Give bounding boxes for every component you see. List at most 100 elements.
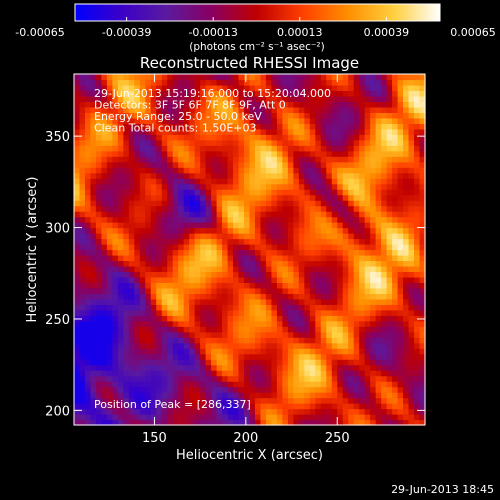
heatmap-cell <box>123 381 130 388</box>
heatmap-cell <box>249 364 256 371</box>
heatmap-cell <box>276 167 283 174</box>
heatmap-cell <box>106 419 113 426</box>
heatmap-cell <box>200 342 207 349</box>
heatmap-cell <box>156 375 163 382</box>
heatmap-cell <box>397 353 404 360</box>
heatmap-cell <box>260 216 267 223</box>
heatmap-cell <box>342 101 349 108</box>
heatmap-cell <box>287 348 294 355</box>
heatmap-cell <box>254 419 262 426</box>
heatmap-cell <box>293 178 300 185</box>
heatmap-cell <box>414 84 421 92</box>
heatmap-cell <box>112 189 119 196</box>
heatmap-cell <box>156 205 163 212</box>
heatmap-cell <box>161 254 168 262</box>
heatmap-cell <box>145 211 152 218</box>
heatmap-cell <box>178 79 185 86</box>
heatmap-cell <box>408 145 415 152</box>
heatmap-cell <box>370 403 377 410</box>
heatmap-cell <box>282 298 289 305</box>
heatmap-cell <box>156 222 163 229</box>
heatmap-cell <box>276 139 283 146</box>
heatmap-cell <box>320 304 327 311</box>
heatmap-cell <box>364 139 371 146</box>
heatmap-cell <box>90 397 97 404</box>
heatmap-cell <box>320 293 327 300</box>
heatmap-cell <box>276 419 283 426</box>
heatmap-cell <box>326 408 333 415</box>
heatmap-cell <box>348 348 355 355</box>
heatmap-cell <box>381 298 388 305</box>
heatmap-cell <box>74 254 81 262</box>
heatmap-cell <box>216 156 223 163</box>
heatmap-cell <box>403 397 410 404</box>
heatmap-cell <box>123 134 130 141</box>
heatmap-cell <box>375 271 382 278</box>
heatmap-cell <box>342 139 349 146</box>
heatmap-cell <box>112 331 119 338</box>
heatmap-cell <box>134 348 141 355</box>
heatmap-cell <box>326 419 333 426</box>
heatmap-cell <box>326 161 333 168</box>
heatmap-cell <box>244 359 251 366</box>
heatmap-cell <box>244 364 251 371</box>
heatmap-cell <box>167 233 174 240</box>
heatmap-cell <box>128 238 135 245</box>
heatmap-cell <box>260 84 267 92</box>
heatmap-cell <box>331 117 338 124</box>
heatmap-cell <box>309 359 316 366</box>
heatmap-cell <box>375 156 382 163</box>
heatmap-cell <box>419 276 426 283</box>
heatmap-cell <box>403 348 410 355</box>
heatmap-cell <box>381 392 388 399</box>
heatmap-cell <box>260 150 267 157</box>
heatmap-cell <box>381 293 388 300</box>
heatmap-cell <box>293 397 300 404</box>
heatmap-cell <box>205 287 212 294</box>
heatmap-cell <box>375 375 382 382</box>
heatmap-cell <box>79 194 86 201</box>
heatmap-cell <box>386 370 393 377</box>
heatmap-cell <box>254 205 262 212</box>
heatmap-cell <box>189 90 196 97</box>
heatmap-cell <box>254 134 262 141</box>
heatmap-cell <box>95 353 103 360</box>
heatmap-cell <box>304 90 311 97</box>
heatmap-cell <box>348 419 355 426</box>
heatmap-cell <box>342 309 349 316</box>
heatmap-cell <box>326 375 333 382</box>
heatmap-cell <box>139 353 146 360</box>
heatmap-cell <box>282 392 289 399</box>
heatmap-cell <box>161 375 168 382</box>
heatmap-cell <box>227 364 234 371</box>
heatmap-cell <box>370 189 377 196</box>
heatmap-cell <box>194 150 201 157</box>
heatmap-cell <box>200 298 207 305</box>
heatmap-cell <box>293 156 300 163</box>
heatmap-cell <box>205 145 212 152</box>
heatmap-cell <box>167 414 174 421</box>
heatmap-cell <box>79 381 86 388</box>
heatmap-cell <box>194 200 201 207</box>
heatmap-cell <box>222 233 229 240</box>
heatmap-cell <box>211 95 218 103</box>
heatmap-cell <box>222 320 229 327</box>
heatmap-cell <box>156 233 163 240</box>
heatmap-cell <box>282 381 289 388</box>
heatmap-cell <box>79 414 86 421</box>
heatmap-cell <box>172 419 179 426</box>
heatmap-cell <box>348 271 355 278</box>
heatmap-cell <box>265 353 273 360</box>
heatmap-cell <box>348 183 355 190</box>
heatmap-cell <box>304 403 311 410</box>
heatmap-cell <box>134 326 141 333</box>
heatmap-cell <box>216 112 223 119</box>
heatmap-cell <box>337 293 344 300</box>
heatmap-cell <box>353 320 360 327</box>
heatmap-cell <box>167 227 174 234</box>
heatmap-cell <box>200 139 207 146</box>
colorbar-units-label: (photons cm⁻² s⁻¹ asec⁻²) <box>189 41 324 53</box>
heatmap-cell <box>364 95 371 103</box>
heatmap-cell <box>337 408 344 415</box>
heatmap-cell <box>381 309 388 316</box>
